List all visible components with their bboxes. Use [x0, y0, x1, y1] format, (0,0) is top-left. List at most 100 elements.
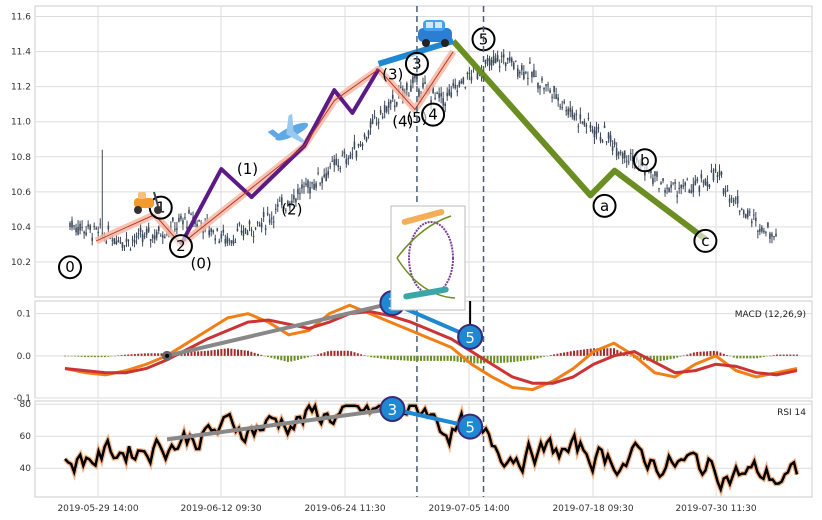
- candle-body: [315, 183, 317, 188]
- macd-histogram-bar: [666, 355, 669, 360]
- candle-body: [698, 186, 701, 192]
- price-y-tick-label: 11.2: [11, 83, 31, 93]
- candle-body: [345, 159, 348, 164]
- candle-body: [456, 90, 459, 93]
- candle-body: [702, 181, 705, 183]
- candle-body: [367, 130, 370, 136]
- candle-body: [432, 86, 434, 93]
- candle-body: [599, 136, 602, 141]
- candle-body: [545, 84, 547, 86]
- macd-histogram-bar: [766, 355, 769, 357]
- macd-histogram-bar: [67, 355, 70, 357]
- macd-histogram-bar: [719, 352, 722, 356]
- macd-layer: 35: [64, 290, 798, 392]
- candle-body: [670, 184, 672, 188]
- candle-body: [561, 107, 563, 109]
- price-y-tick-label: 10.8: [11, 153, 31, 163]
- candle-body: [494, 58, 497, 64]
- candle-body: [460, 80, 463, 84]
- candle-body: [569, 107, 572, 112]
- candle-body: [732, 199, 735, 203]
- macd-histogram-bar: [64, 355, 66, 357]
- macd-histogram-bar: [113, 355, 116, 357]
- macd-histogram-bar: [303, 355, 306, 359]
- macd-histogram-bar: [137, 353, 140, 356]
- macd-histogram-bar: [97, 355, 100, 358]
- candle-body: [252, 235, 255, 238]
- candle-body: [159, 235, 162, 237]
- macd-histogram-bar: [416, 355, 419, 361]
- candle-body: [276, 204, 279, 207]
- candle-body: [387, 102, 390, 108]
- macd-histogram-bar: [692, 352, 695, 356]
- rsi-marker-label: 5: [465, 419, 475, 437]
- candle-body: [448, 89, 451, 96]
- candle-body: [109, 238, 112, 240]
- candle-body: [537, 82, 539, 89]
- candle-body: [385, 106, 388, 112]
- candle-body: [718, 170, 721, 176]
- macd-histogram-bar: [197, 351, 200, 356]
- candle-body: [662, 178, 664, 181]
- candle-body: [613, 141, 616, 145]
- candle-body: [270, 217, 273, 219]
- candle-body: [444, 103, 446, 107]
- macd-histogram-bar: [652, 355, 655, 363]
- macd-histogram-bar: [533, 355, 536, 360]
- wave-label-circle: [592, 193, 617, 218]
- macd-histogram-bar: [672, 355, 675, 359]
- candle-body: [734, 198, 737, 200]
- candle-body: [678, 187, 680, 189]
- macd-histogram-bar: [556, 353, 559, 356]
- candle-body: [553, 85, 555, 93]
- candle-body: [228, 239, 231, 241]
- candle-body: [761, 227, 763, 232]
- candle-body: [317, 172, 319, 174]
- candle-body: [85, 232, 87, 235]
- macd-marker-circle: [457, 323, 484, 350]
- x-tick-label: 2019-07-30 11:30: [675, 504, 756, 514]
- candle-body: [161, 235, 164, 238]
- candle-body: [73, 225, 75, 227]
- candle-body: [603, 125, 606, 128]
- candle-body: [688, 190, 691, 193]
- candle-body: [226, 236, 229, 244]
- macd-histogram-bar: [326, 351, 329, 356]
- candle-body: [579, 114, 582, 120]
- candle-body: [690, 190, 693, 193]
- candle-body: [212, 230, 215, 233]
- macd-histogram-bar: [519, 355, 522, 362]
- macd-histogram-bar: [190, 351, 193, 356]
- candle-body: [738, 210, 741, 213]
- macd-histogram-bar: [546, 355, 549, 357]
- candle-body: [714, 168, 717, 172]
- macd-histogram-bar: [609, 348, 612, 356]
- candle-body: [285, 209, 287, 211]
- macd-histogram-bar: [706, 351, 709, 356]
- macd-histogram-bar: [586, 349, 589, 356]
- rsi-label: RSI 14: [777, 408, 806, 418]
- candle-body: [621, 153, 624, 159]
- candle-body: [87, 224, 89, 227]
- candle-body: [631, 155, 634, 162]
- candle-body: [676, 195, 678, 197]
- candle-body: [77, 226, 79, 235]
- candle-body: [686, 179, 689, 181]
- macd-histogram-bar: [117, 355, 120, 357]
- candle-body: [656, 172, 658, 177]
- candle-body: [549, 90, 551, 93]
- x-tick-label: 2019-07-05 14:00: [428, 504, 509, 514]
- candle-body: [266, 212, 269, 215]
- candle-body: [232, 239, 235, 244]
- candle-body: [508, 57, 511, 61]
- macd-histogram-bar: [250, 351, 253, 356]
- wave-label: 0: [65, 258, 75, 276]
- rsi-line: [64, 402, 799, 494]
- macd-histogram-bar: [210, 350, 213, 356]
- macd-histogram-bar: [579, 349, 582, 356]
- macd-histogram-bar: [473, 355, 476, 364]
- macd-histogram-bar: [290, 355, 293, 362]
- airplane-icon: [267, 113, 309, 143]
- candle-body: [174, 228, 176, 230]
